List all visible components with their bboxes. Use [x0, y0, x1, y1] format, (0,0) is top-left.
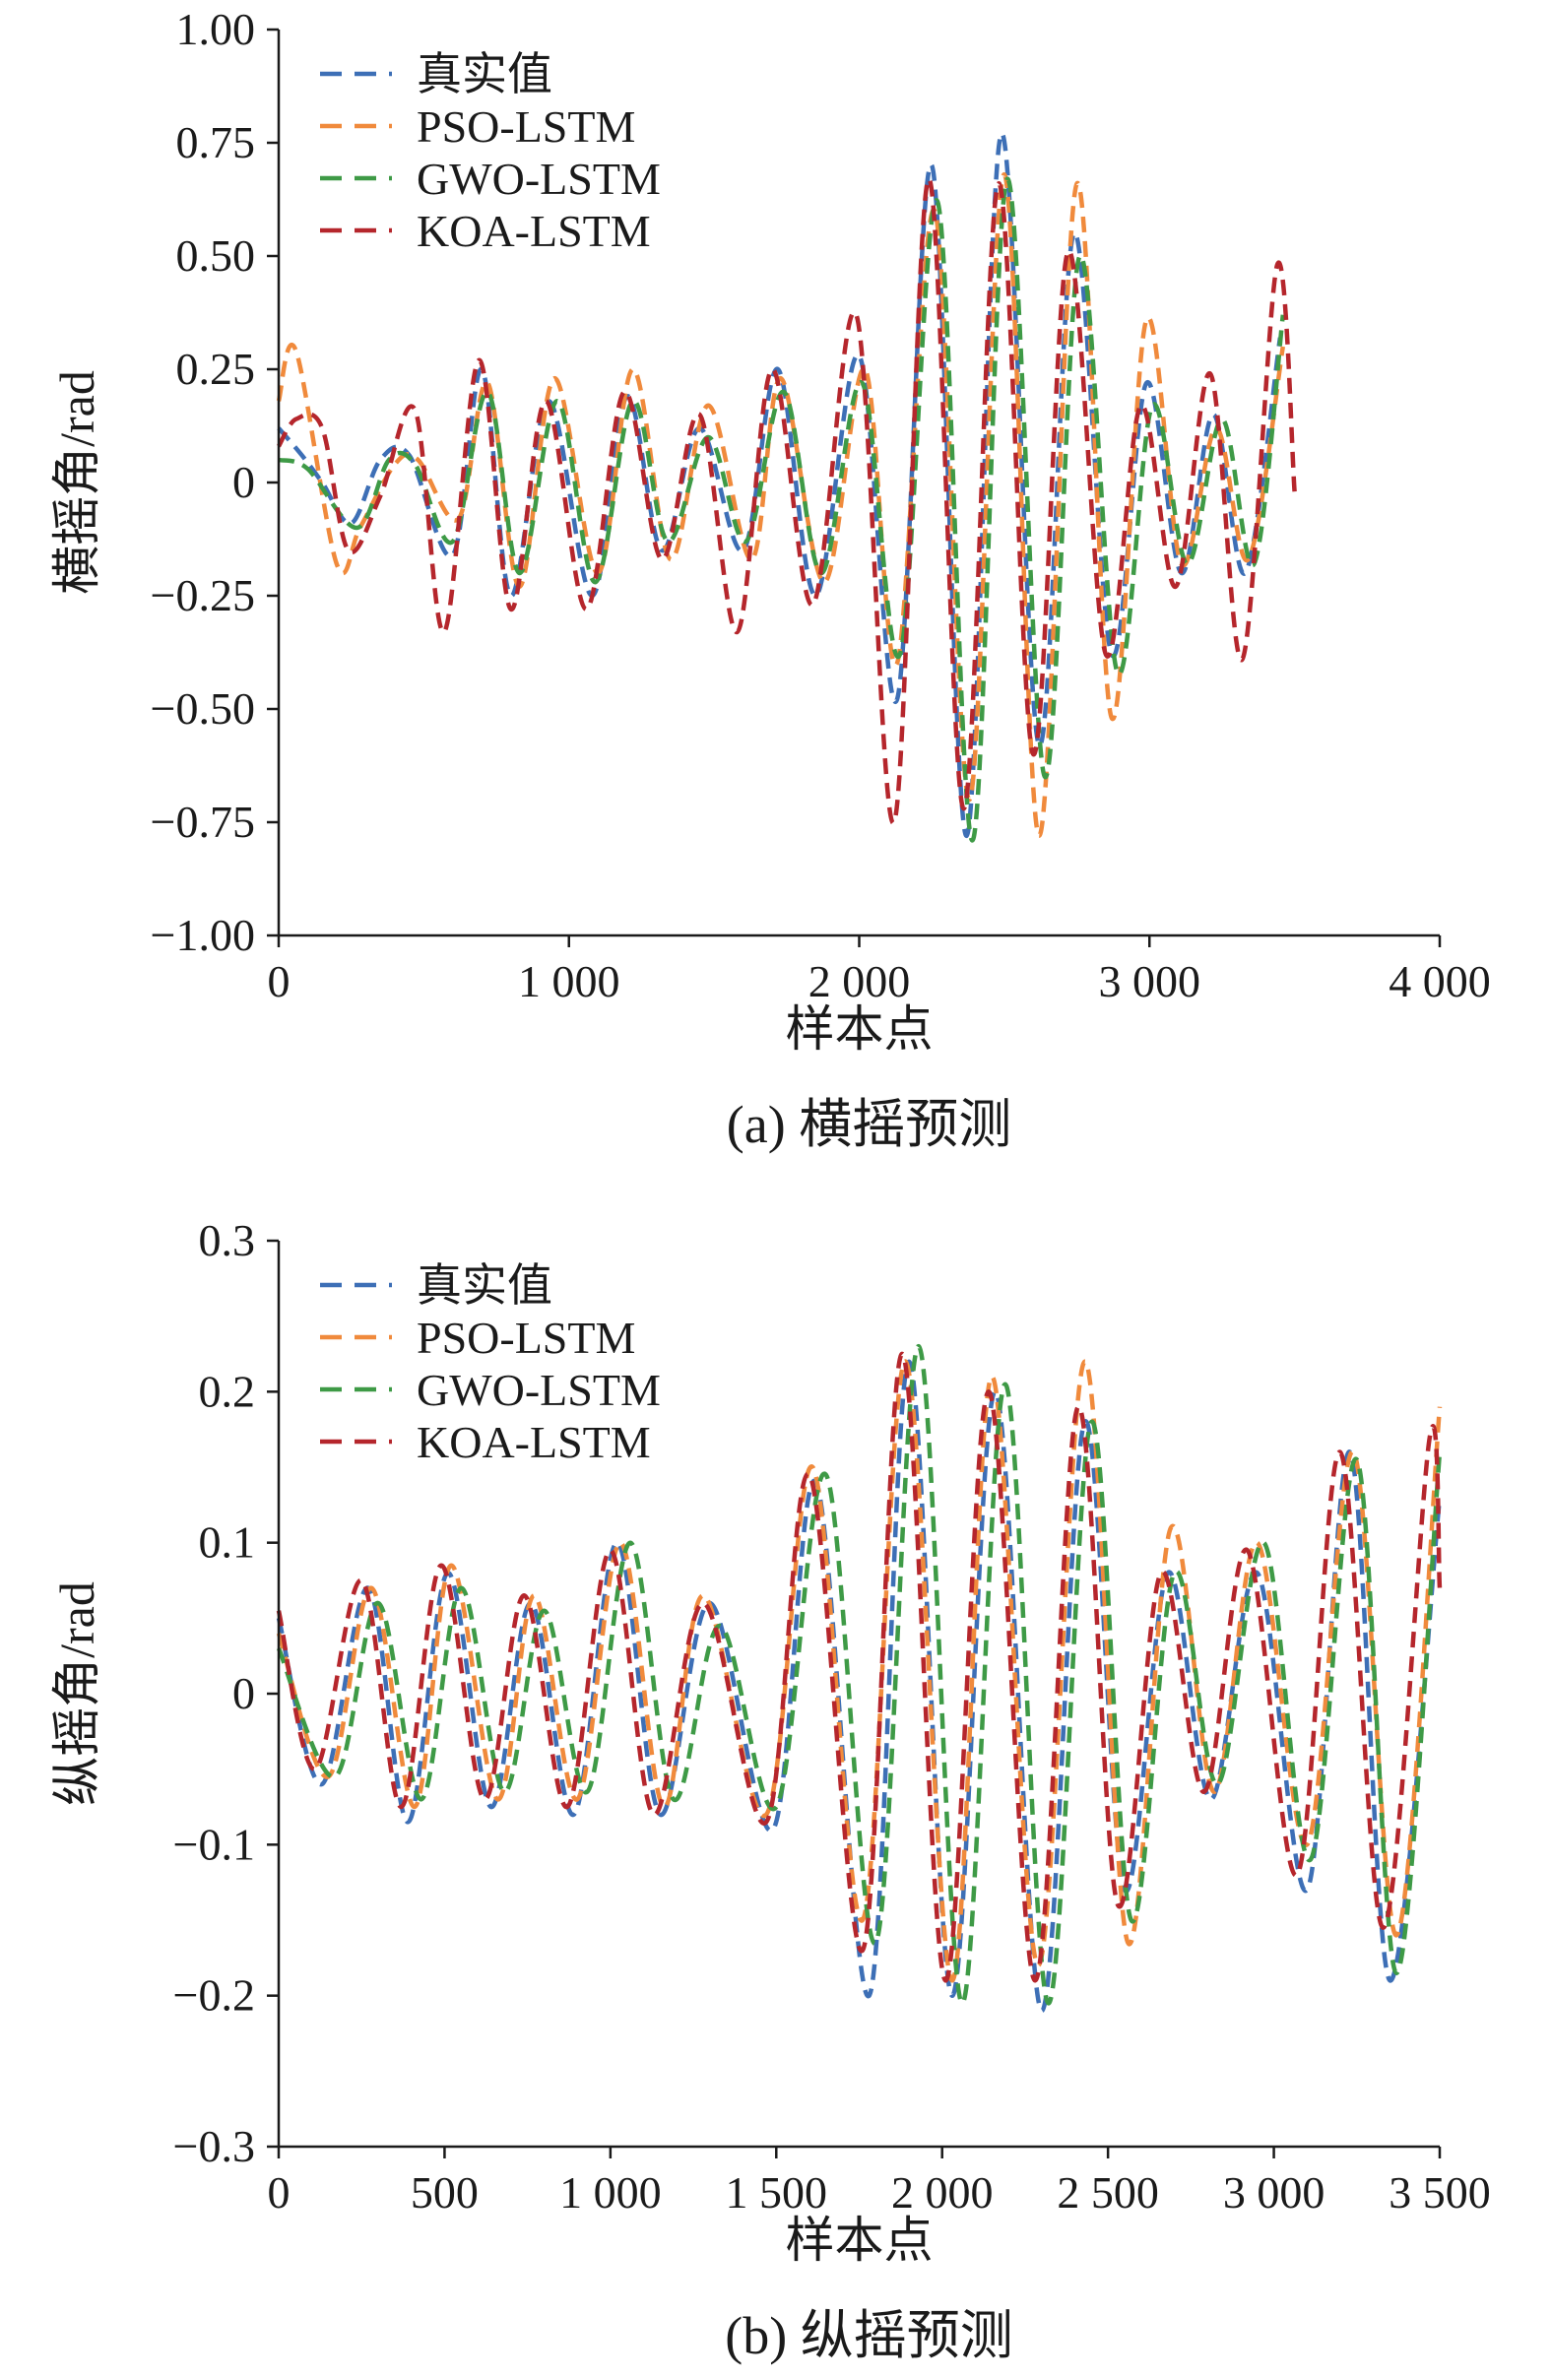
legend-label-2: GWO-LSTM: [417, 154, 661, 204]
series-line-0: [276, 1359, 1443, 2014]
y-tick-label: −0.25: [151, 570, 255, 620]
panel-caption: (a) 横摇预测: [727, 1095, 1011, 1154]
y-axis-label: 纵摇角/rad: [49, 1581, 104, 1806]
y-tick-label: 0.25: [176, 344, 256, 394]
legend-label-0: 真实值: [417, 1260, 552, 1311]
y-tick-label: 0: [232, 457, 255, 507]
legend-label-0: 真实值: [417, 49, 552, 99]
x-tick-label: 2 000: [891, 2167, 994, 2218]
legend-label-3: KOA-LSTM: [417, 1417, 651, 1467]
y-tick-label: 0.75: [176, 117, 256, 167]
series-line-3: [277, 176, 1297, 825]
y-tick-label: 0.50: [176, 230, 256, 281]
x-tick-label: 1 500: [726, 2167, 828, 2218]
legend-label-1: PSO-LSTM: [417, 1313, 635, 1363]
x-tick-label: 0: [268, 956, 291, 1006]
series-line-2: [276, 1344, 1443, 2006]
x-tick-label: 4 000: [1389, 956, 1491, 1006]
series-group: [276, 131, 1297, 843]
x-tick-label: 3 500: [1389, 2167, 1491, 2218]
x-axis-label: 样本点: [786, 1001, 934, 1057]
series-line-3: [276, 1351, 1443, 1983]
y-tick-label: −0.75: [151, 797, 255, 847]
panel-caption: (b) 纵摇预测: [725, 2306, 1012, 2365]
y-tick-label: −0.2: [173, 1970, 255, 2021]
y-tick-label: −0.1: [173, 1819, 255, 1869]
x-axis-label: 样本点: [786, 2213, 934, 2268]
y-axis-label: 横摇角/rad: [49, 370, 104, 595]
x-tick-label: 1 000: [518, 956, 620, 1006]
x-tick-label: 0: [268, 2167, 291, 2218]
series-line-1: [276, 171, 1286, 839]
y-tick-label: 0.3: [199, 1215, 256, 1265]
y-tick-label: −0.3: [173, 2121, 255, 2171]
y-tick-label: 1.00: [176, 4, 256, 54]
y-tick-label: 0: [232, 1668, 255, 1718]
series-line-1: [276, 1359, 1443, 1983]
x-tick-label: 1 000: [559, 2167, 662, 2218]
legend-label-1: PSO-LSTM: [417, 101, 635, 152]
legend-label-2: GWO-LSTM: [417, 1365, 661, 1415]
y-tick-label: −0.50: [151, 683, 255, 734]
x-tick-label: 3 000: [1099, 956, 1201, 1006]
x-tick-label: 2 000: [808, 956, 911, 1006]
y-tick-label: −1.00: [151, 910, 255, 960]
x-tick-label: 2 500: [1057, 2167, 1159, 2218]
x-tick-label: 500: [411, 2167, 479, 2218]
chart-panel-pitch: 0.3 0.2 0.1 0 −0.1 −0.2 −0.3 0 500 1 000 1 500 2 00…: [49, 1215, 1491, 2365]
legend-label-3: KOA-LSTM: [417, 206, 651, 256]
chart-panel-roll: 1.00 0.75 0.50 0.25 0 −0.25 −0.50 −0.75 −1.00 0 1 …: [49, 4, 1491, 1154]
y-tick-label: 0.1: [199, 1517, 256, 1568]
series-line-2: [278, 176, 1286, 843]
x-tick-label: 3 000: [1223, 2167, 1325, 2218]
series-group: [276, 1344, 1443, 2014]
y-tick-label: 0.2: [199, 1366, 256, 1416]
